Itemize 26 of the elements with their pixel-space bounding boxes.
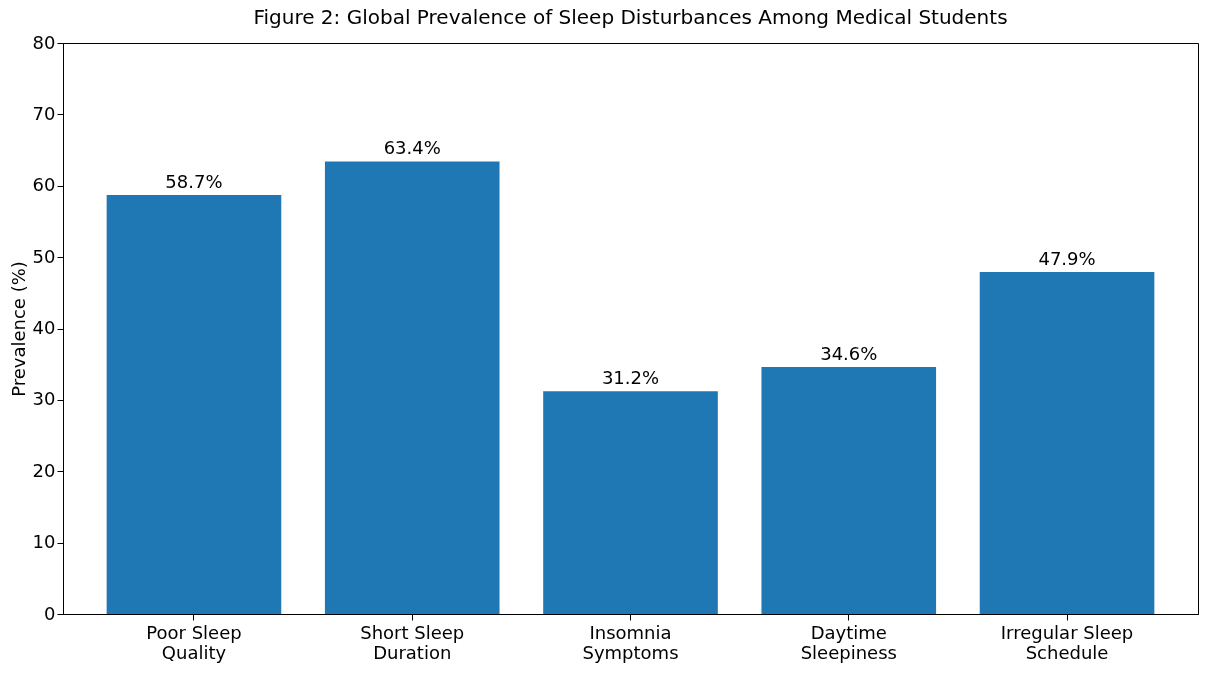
y-tick-label: 10	[32, 531, 56, 553]
bar	[106, 195, 282, 614]
x-tick-label: Poor Sleep Quality	[146, 621, 242, 663]
bar	[324, 161, 500, 614]
chart-title: Figure 2: Global Prevalence of Sleep Disturbances Among Medical Students	[253, 5, 1008, 29]
y-axis-title: Prevalence (%)	[7, 261, 29, 397]
bar	[979, 272, 1155, 614]
y-tick-label: 60	[32, 174, 56, 196]
data-label: 58.7%	[165, 171, 223, 193]
x-tick-label: Daytime Sleepiness	[800, 621, 897, 663]
y-tick-label: 30	[32, 388, 56, 410]
data-label: 63.4%	[383, 137, 441, 159]
y-tick-label: 20	[32, 459, 56, 481]
y-tick-label: 0	[44, 602, 56, 624]
y-tick-label: 70	[32, 102, 56, 124]
x-tick-label: Insomnia Symptoms	[582, 621, 679, 663]
data-label: 31.2%	[601, 367, 660, 389]
bar	[543, 391, 718, 614]
y-tick-label: 40	[32, 317, 56, 338]
data-label: 47.9%	[1038, 248, 1096, 270]
y-tick-label: 80	[32, 31, 56, 53]
x-tick-label: Irregular Sleep Schedule	[1000, 621, 1134, 663]
data-label: 34.6%	[820, 343, 878, 365]
y-tick-label: 50	[32, 245, 56, 267]
bar	[761, 367, 937, 614]
x-tick-label: Short Sleep Duration	[360, 621, 465, 663]
